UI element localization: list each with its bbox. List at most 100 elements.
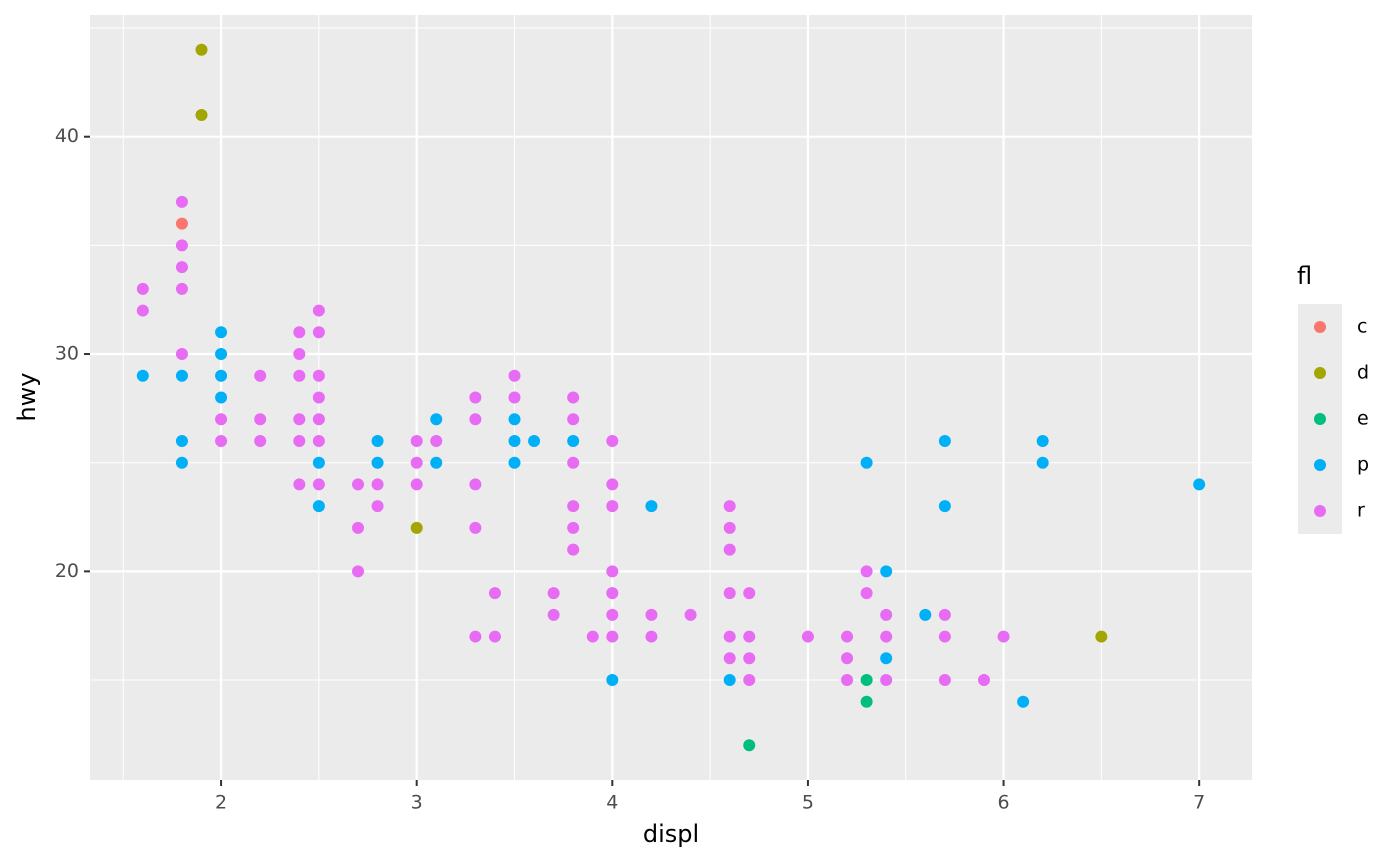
point	[547, 587, 560, 600]
point	[606, 434, 619, 447]
point	[743, 587, 756, 600]
point	[508, 369, 521, 382]
point	[606, 587, 619, 600]
point	[410, 434, 423, 447]
y-tick-label: 40	[55, 125, 79, 147]
point	[1036, 434, 1049, 447]
point	[567, 413, 580, 426]
point	[215, 391, 228, 404]
legend-label: r	[1357, 500, 1365, 522]
point	[312, 304, 325, 317]
point	[938, 674, 951, 687]
point	[1193, 478, 1206, 491]
point	[860, 565, 873, 578]
point	[723, 543, 736, 556]
x-tick-label: 2	[215, 792, 227, 814]
point	[743, 652, 756, 665]
point	[606, 500, 619, 513]
legend-label: d	[1357, 362, 1369, 384]
x-tick-label: 3	[411, 792, 423, 814]
point	[723, 652, 736, 665]
point	[606, 674, 619, 687]
point	[860, 456, 873, 469]
point	[567, 543, 580, 556]
point	[254, 369, 267, 382]
point	[215, 413, 228, 426]
point	[195, 43, 208, 56]
point	[880, 674, 893, 687]
point	[860, 674, 873, 687]
point	[841, 630, 854, 643]
point	[293, 348, 306, 361]
point	[175, 348, 188, 361]
point	[175, 239, 188, 252]
point	[410, 521, 423, 534]
point	[547, 608, 560, 621]
y-tick-label: 20	[55, 560, 79, 582]
legend-title: fl	[1297, 262, 1312, 290]
point	[488, 630, 501, 643]
point	[293, 478, 306, 491]
point	[723, 500, 736, 513]
point	[430, 413, 443, 426]
point	[175, 195, 188, 208]
point	[312, 369, 325, 382]
point	[723, 630, 736, 643]
point	[880, 565, 893, 578]
point	[215, 326, 228, 339]
point	[645, 608, 658, 621]
point	[175, 217, 188, 230]
point	[684, 608, 697, 621]
point	[606, 608, 619, 621]
point	[175, 369, 188, 382]
point	[215, 369, 228, 382]
point	[938, 608, 951, 621]
point	[723, 587, 736, 600]
point	[528, 434, 541, 447]
point	[312, 456, 325, 469]
point	[312, 478, 325, 491]
point	[645, 630, 658, 643]
point	[508, 391, 521, 404]
x-tick-label: 7	[1193, 792, 1205, 814]
point	[938, 434, 951, 447]
point	[175, 434, 188, 447]
point	[293, 326, 306, 339]
legend-key	[1314, 505, 1326, 517]
point	[352, 478, 365, 491]
point	[371, 478, 384, 491]
point	[175, 261, 188, 274]
point	[860, 695, 873, 708]
point	[312, 413, 325, 426]
point	[567, 391, 580, 404]
point	[567, 434, 580, 447]
point	[410, 456, 423, 469]
y-axis-title: hwy	[13, 372, 41, 421]
point	[567, 521, 580, 534]
point	[195, 108, 208, 121]
point	[254, 434, 267, 447]
point	[430, 456, 443, 469]
point	[293, 434, 306, 447]
point	[919, 608, 932, 621]
point	[352, 521, 365, 534]
point	[469, 478, 482, 491]
point	[743, 739, 756, 752]
legend-label: c	[1357, 316, 1367, 338]
point	[371, 456, 384, 469]
point	[586, 630, 599, 643]
point	[312, 391, 325, 404]
point	[938, 630, 951, 643]
point	[312, 434, 325, 447]
point	[136, 282, 149, 295]
point	[508, 413, 521, 426]
point	[410, 478, 423, 491]
point	[1095, 630, 1108, 643]
point	[723, 521, 736, 534]
point	[136, 369, 149, 382]
point	[567, 500, 580, 513]
point	[743, 630, 756, 643]
point	[606, 630, 619, 643]
point	[801, 630, 814, 643]
